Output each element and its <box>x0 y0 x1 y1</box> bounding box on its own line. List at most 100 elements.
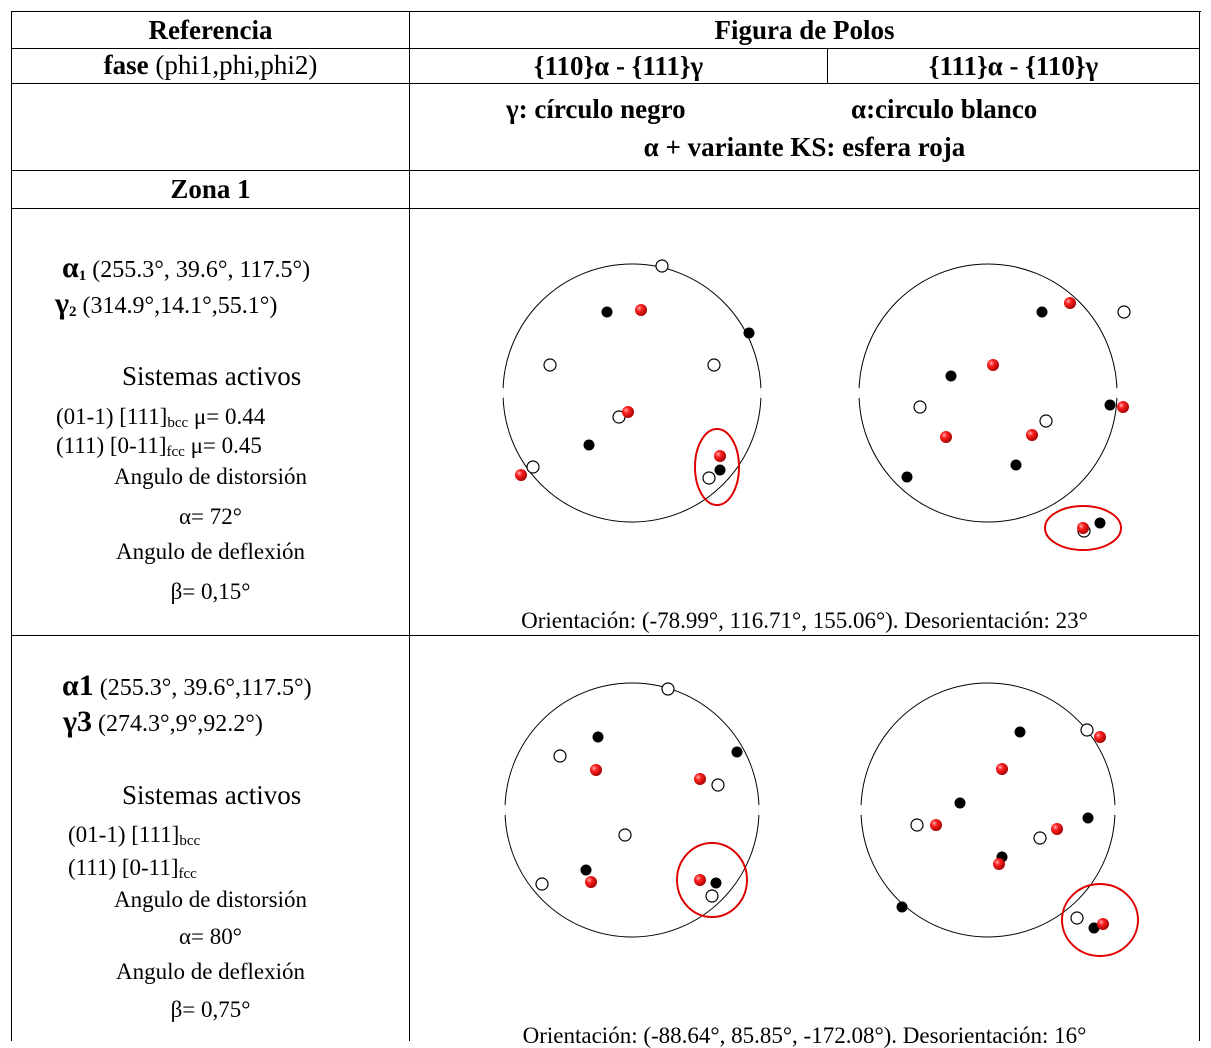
ks-variant-pole-marker <box>714 450 726 462</box>
gamma-pole-marker <box>945 370 957 382</box>
alpha-pole-marker <box>1080 723 1094 737</box>
row1-system-bcc: (01-1) [111]bcc μ= 0.44 <box>56 404 266 431</box>
ks-variant-pole-marker <box>1097 918 1109 930</box>
row-line-3 <box>11 170 1200 171</box>
alpha-pole-marker <box>1039 414 1053 428</box>
alpha-pole-marker <box>913 400 927 414</box>
table-border-right <box>1199 11 1200 1041</box>
projection-circle <box>504 682 760 938</box>
gamma-pole-marker <box>1104 399 1116 411</box>
gamma-pole-marker <box>901 471 913 483</box>
gamma-pole-marker <box>731 746 743 758</box>
row2-distortion-title: Angulo de distorsión <box>114 887 307 912</box>
alpha-pole-marker <box>705 889 719 903</box>
ks-variant-pole-marker <box>1051 823 1063 835</box>
table-border-top <box>11 11 1201 12</box>
gamma-pole-marker <box>592 731 604 743</box>
alpha-pole-marker <box>1070 911 1084 925</box>
subheader-fase: fase (phi1,phi,phi2) <box>12 52 409 79</box>
projection-circle <box>858 263 1118 523</box>
row1-gamma-phase: γ2 (314.9°,14.1°,55.1°) <box>55 287 278 320</box>
pole-figure-1-title: {110}α - {111}γ <box>533 51 704 81</box>
alpha-pole-marker <box>618 828 632 842</box>
gamma-pole-marker <box>1088 922 1100 934</box>
gamma-pole-marker <box>601 306 613 318</box>
row1-orientation: Orientación: (-78.99°, 116.71°, 155.06°)… <box>521 608 1088 633</box>
gamma-pole-marker <box>714 464 726 476</box>
alpha-pole-marker <box>535 877 549 891</box>
pole-figure-row2-111 <box>858 682 1139 957</box>
legend-gamma: γ: círculo negro <box>506 94 686 124</box>
row2-system-fcc: (111) [0-11]fcc <box>68 855 197 882</box>
fase-label: fase <box>103 50 149 80</box>
gamma-pole-marker <box>1036 306 1048 318</box>
gamma-pole-marker <box>1014 726 1026 738</box>
projection-circle <box>502 263 762 523</box>
ks-variant-pole-marker <box>1117 401 1129 413</box>
ks-variant-pole-marker <box>590 764 602 776</box>
ks-variant-pole-marker <box>996 763 1008 775</box>
ks-variant-pole-marker <box>635 304 647 316</box>
pole-figure-row1-111 <box>856 263 1131 551</box>
alpha-pole-marker <box>661 682 675 696</box>
pole-figure-row1-110 <box>500 259 764 523</box>
fase-angles-label: (phi1,phi,phi2) <box>148 50 318 80</box>
ks-variant-pole-marker <box>987 359 999 371</box>
subheader-divider <box>827 48 828 83</box>
alpha-pole-marker <box>526 460 540 474</box>
row2-deflection-title: Angulo de deflexión <box>115 959 306 984</box>
row2-gamma-phase: γ3 (274.3°,9°,92.2°) <box>63 705 263 738</box>
row1-alpha-phase: α1 (255.3°, 39.6°, 117.5°) <box>62 251 311 284</box>
pole-figure-2-title: {111}α - {110}γ <box>928 51 1099 81</box>
row1-system-fcc: (111) [0-11]fcc μ= 0.45 <box>56 433 262 460</box>
row1-distortion-title: Angulo de distorsión <box>114 464 307 489</box>
gamma-pole-marker <box>954 797 966 809</box>
gamma-pole-marker <box>1010 459 1022 471</box>
ks-variant-pole-marker <box>694 773 706 785</box>
variant-highlight-ellipse <box>694 428 740 506</box>
ks-variant-pole-marker <box>930 819 942 831</box>
alpha-pole-marker <box>1117 305 1131 319</box>
row1-systems-title: Sistemas activos <box>122 361 302 391</box>
row1-deflection-title: Angulo de deflexión <box>115 539 306 564</box>
alpha-pole-marker <box>655 259 669 273</box>
variant-highlight-ellipse <box>676 842 748 918</box>
row2-systems-title: Sistemas activos <box>122 780 302 810</box>
gamma-pole-marker <box>743 327 755 339</box>
pole-figure-row2-110 <box>502 682 762 938</box>
ks-variant-pole-marker <box>1064 297 1076 309</box>
alpha-pole-marker <box>553 749 567 763</box>
ks-variant-pole-marker <box>1094 731 1106 743</box>
ks-variant-pole-marker <box>694 874 706 886</box>
ks-variant-pole-marker <box>515 469 527 481</box>
ks-variant-pole-marker <box>940 431 952 443</box>
zone-title: Zona 1 <box>170 174 251 204</box>
gamma-pole-marker <box>583 439 595 451</box>
gamma-pole-marker <box>1094 517 1106 529</box>
header-referencia: Referencia <box>148 15 273 45</box>
row2-deflection-value: β= 0,75° <box>170 997 251 1022</box>
alpha-pole-marker <box>707 358 721 372</box>
row2-system-bcc: (01-1) [111]bcc <box>68 822 201 849</box>
gamma-pole-marker <box>580 864 592 876</box>
alpha-pole-marker <box>543 358 557 372</box>
legend-ks-variant: α + variante KS: esfera roja <box>643 132 966 162</box>
gamma-pole-marker <box>710 877 722 889</box>
gamma-pole-marker <box>896 901 908 913</box>
row1-distortion-value: α= 72° <box>179 504 242 529</box>
row2-alpha-phase: α1 (255.3°, 39.6°,117.5°) <box>62 669 312 702</box>
variant-highlight-ellipse <box>1061 883 1139 957</box>
table-border-left <box>11 11 12 1041</box>
alpha-pole-marker <box>711 778 725 792</box>
ks-variant-pole-marker <box>622 406 634 418</box>
header-figura-de-polos: Figura de Polos <box>714 15 895 45</box>
legend-alpha: α:circulo blanco <box>851 94 1038 124</box>
row-line-5 <box>11 635 1200 636</box>
ks-variant-pole-marker <box>1026 429 1038 441</box>
column-divider <box>409 11 410 1041</box>
row-line-1 <box>11 48 1200 49</box>
row-line-2 <box>11 83 1200 84</box>
row1-deflection-value: β= 0,15° <box>170 579 251 604</box>
variant-highlight-ellipse <box>1044 505 1122 551</box>
